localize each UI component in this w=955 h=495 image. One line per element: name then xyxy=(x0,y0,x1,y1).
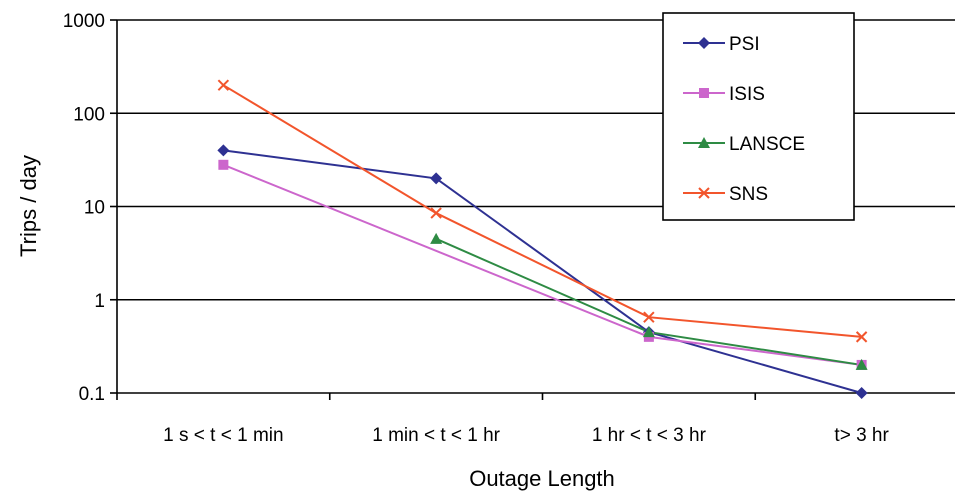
legend: PSI ISIS LANSCE SNS xyxy=(663,13,854,220)
y-tick-label: 1 xyxy=(94,291,105,312)
x-tick-label: 1 min < t < 1 hr xyxy=(372,425,500,446)
x-tick-label: 1 hr < t < 3 hr xyxy=(592,425,707,446)
y-axis-title: Trips / day xyxy=(16,155,41,257)
data-point-psi xyxy=(856,387,868,399)
legend-label-lansce: LANSCE xyxy=(729,134,805,155)
data-point-psi xyxy=(217,144,229,156)
y-tick-label: 1000 xyxy=(63,11,105,32)
data-point-sns xyxy=(218,80,228,90)
y-tick-labels: 0.1 1 10 100 1000 xyxy=(63,11,105,405)
legend-label-isis: ISIS xyxy=(729,84,765,105)
data-point-isis xyxy=(218,160,228,170)
data-point-lansce xyxy=(430,233,442,244)
series-line-lansce xyxy=(436,239,862,365)
x-axis-title: Outage Length xyxy=(469,466,615,491)
x-tick-label: 1 s < t < 1 min xyxy=(163,425,283,446)
y-tick-label: 10 xyxy=(84,198,105,219)
y-tick-label: 0.1 xyxy=(79,384,105,405)
legend-label-sns: SNS xyxy=(729,184,768,205)
legend-label-psi: PSI xyxy=(729,34,760,55)
data-point-sns xyxy=(431,208,441,218)
y-tick-label: 100 xyxy=(73,104,105,125)
x-tick-labels: 1 s < t < 1 min 1 min < t < 1 hr 1 hr < t … xyxy=(163,425,889,446)
x-tick-label: t> 3 hr xyxy=(834,425,889,446)
legend-marker-isis xyxy=(699,88,709,98)
